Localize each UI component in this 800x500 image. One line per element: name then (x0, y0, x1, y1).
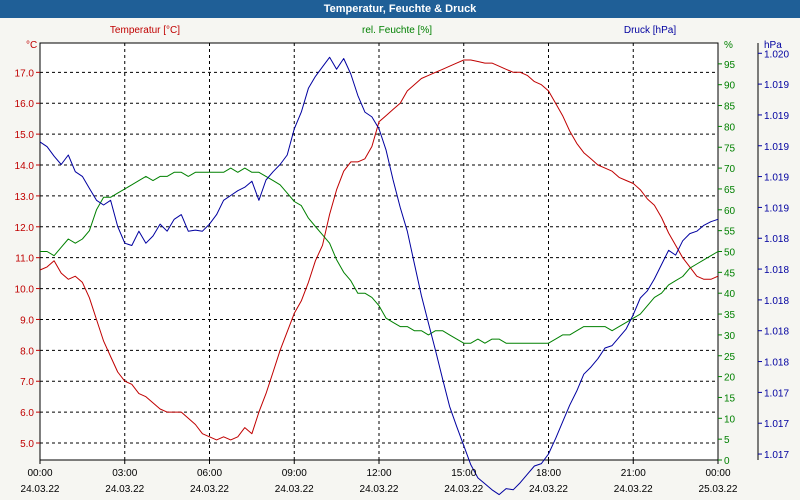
series-line-pressure (39, 56, 719, 496)
x-tick-date: 24.03.22 (444, 484, 483, 495)
y-tick-humidity: 10 (724, 414, 736, 425)
x-tick-date: 24.03.22 (529, 484, 568, 495)
x-tick-date: 24.03.22 (190, 484, 229, 495)
y-tick-temperature: 15.0 (15, 130, 35, 141)
y-tick-temperature: 14.0 (15, 161, 35, 172)
y-tick-humidity: 70 (724, 164, 736, 175)
series-lines (39, 56, 719, 496)
x-tick-time: 00:00 (705, 468, 730, 479)
series-line-temperature (39, 59, 719, 441)
x-tick-time: 09:00 (282, 468, 307, 479)
pressure-unit-label: hPa (764, 40, 782, 51)
y-tick-temperature: 16.0 (15, 99, 35, 110)
y-tick-humidity: 95 (724, 60, 736, 71)
x-tick-date: 24.03.22 (275, 484, 314, 495)
window-title: Temperatur, Feuchte & Druck (323, 3, 477, 15)
y-tick-humidity: 85 (724, 102, 736, 113)
axes: Temperatur [°C] rel. Feuchte [%] Druck [… (15, 25, 790, 495)
y-tick-humidity: 30 (724, 331, 736, 342)
y-tick-humidity: 20 (724, 373, 736, 384)
series-line-humidity (40, 167, 719, 344)
chart-area: Temperatur [°C] rel. Feuchte [%] Druck [… (0, 18, 800, 500)
x-tick-date: 24.03.22 (360, 484, 399, 495)
y-tick-pressure: 1.018 (764, 358, 789, 369)
y-tick-humidity: 50 (724, 248, 736, 259)
y-tick-pressure: 1.019 (764, 142, 789, 153)
y-tick-pressure: 1.018 (764, 327, 789, 338)
x-tick-time: 15:00 (451, 468, 476, 479)
x-tick-date: 24.03.22 (105, 484, 144, 495)
y-tick-temperature: 10.0 (15, 285, 35, 296)
y-tick-humidity: 55 (724, 227, 736, 238)
y-tick-temperature: 9.0 (20, 315, 34, 326)
y-tick-humidity: 65 (724, 185, 736, 196)
y-tick-humidity: 35 (724, 310, 736, 321)
x-tick-time: 06:00 (197, 468, 222, 479)
y-tick-pressure: 1.018 (764, 234, 789, 245)
y-tick-temperature: 11.0 (15, 254, 34, 265)
y-tick-humidity: 60 (724, 206, 736, 217)
x-tick-time: 12:00 (366, 468, 391, 479)
x-tick-time: 18:00 (536, 468, 561, 479)
grid (36, 42, 762, 464)
y-tick-pressure: 1.017 (764, 419, 789, 430)
y-tick-humidity: 75 (724, 143, 736, 154)
y-tick-pressure: 1.019 (764, 173, 789, 184)
y-tick-pressure: 1.018 (764, 265, 789, 276)
window-title-bar: Temperatur, Feuchte & Druck (0, 0, 800, 18)
y-tick-humidity: 90 (724, 81, 736, 92)
y-tick-temperature: 7.0 (20, 377, 34, 388)
legend-pressure: Druck [hPa] (624, 25, 676, 36)
x-tick-date: 24.03.22 (614, 484, 653, 495)
plot-frame (39, 42, 719, 461)
y-tick-humidity: 45 (724, 268, 736, 279)
line-chart: Temperatur [°C] rel. Feuchte [%] Druck [… (15, 25, 790, 496)
y-tick-temperature: 8.0 (20, 346, 34, 357)
y-tick-temperature: 12.0 (15, 223, 35, 234)
y-tick-pressure: 1.017 (764, 450, 789, 461)
y-tick-humidity: 5 (724, 435, 730, 446)
y-tick-humidity: 80 (724, 122, 736, 133)
x-tick-date: 25.03.22 (699, 484, 738, 495)
y-tick-pressure: 1.020 (764, 49, 789, 60)
y-tick-temperature: 17.0 (15, 68, 35, 79)
y-tick-humidity: 40 (724, 289, 736, 300)
x-tick-date: 24.03.22 (21, 484, 60, 495)
y-tick-pressure: 1.019 (764, 80, 789, 91)
y-tick-humidity: 15 (724, 393, 736, 404)
x-tick-time: 03:00 (112, 468, 137, 479)
y-tick-humidity: 25 (724, 352, 736, 363)
x-tick-time: 21:00 (621, 468, 646, 479)
y-tick-pressure: 1.019 (764, 111, 789, 122)
y-tick-temperature: 5.0 (20, 439, 34, 450)
y-tick-pressure: 1.017 (764, 388, 789, 399)
humidity-unit-label: % (724, 40, 733, 51)
y-tick-temperature: 6.0 (20, 408, 34, 419)
y-tick-pressure: 1.019 (764, 203, 789, 214)
legend-temperature: Temperatur [°C] (110, 25, 180, 36)
temperature-unit-label: °C (26, 40, 37, 51)
y-tick-humidity: 0 (724, 456, 730, 467)
x-tick-time: 00:00 (27, 468, 52, 479)
legend-humidity: rel. Feuchte [%] (362, 25, 432, 36)
y-tick-pressure: 1.018 (764, 296, 789, 307)
y-tick-temperature: 13.0 (15, 192, 35, 203)
